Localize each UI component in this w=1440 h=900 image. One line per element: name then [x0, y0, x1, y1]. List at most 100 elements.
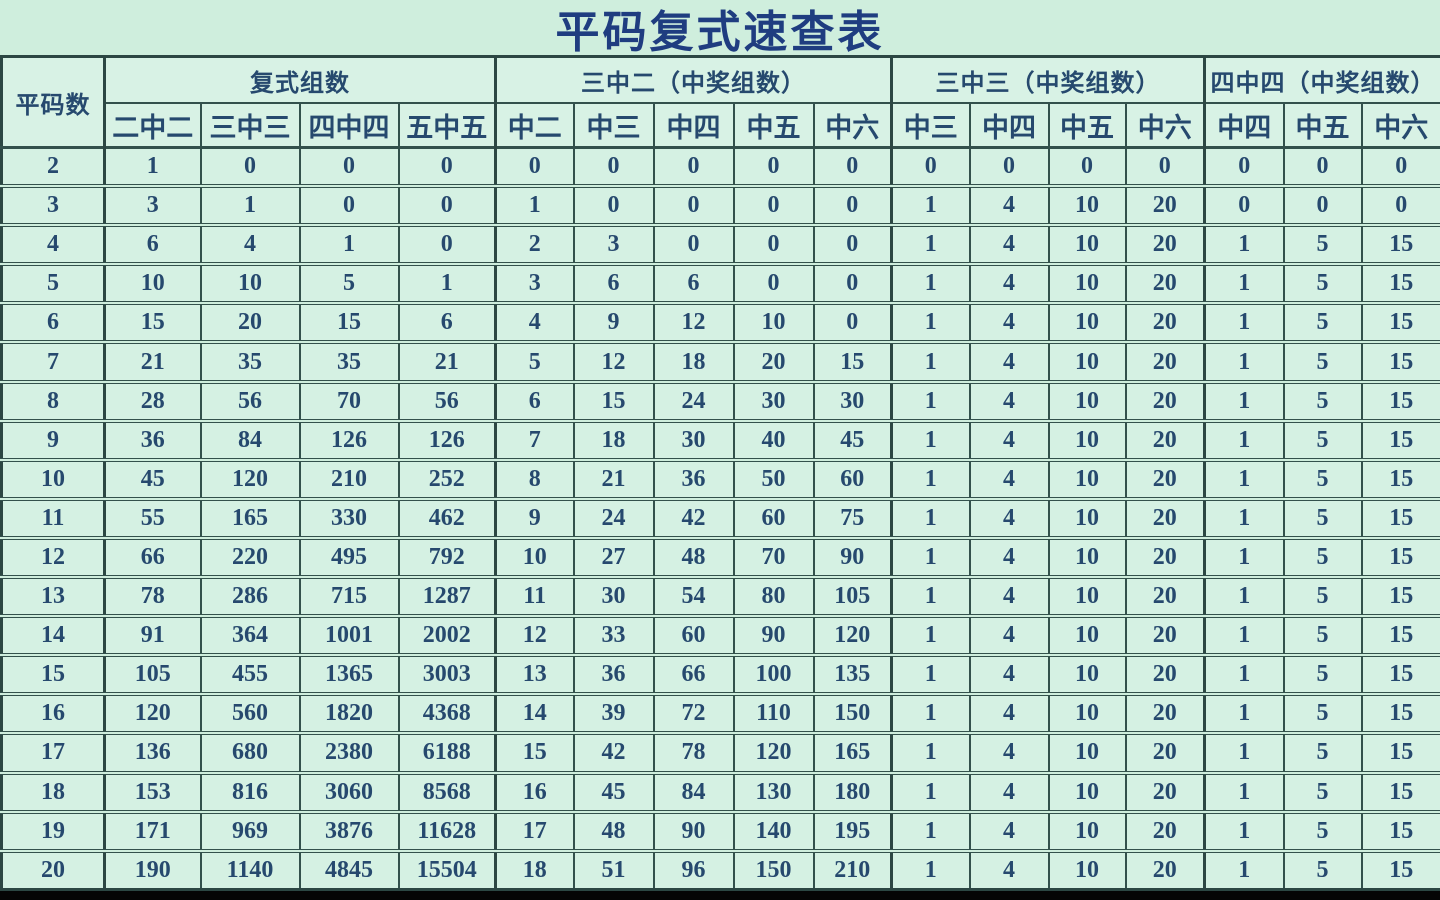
value-cell: 18 — [494, 848, 575, 891]
value-cell: 5 — [1282, 848, 1363, 891]
table-row: 10 45 120 210 252 8 21 36 50 60 1 4 10 20 1 5 15 — [0, 457, 1440, 500]
value-cell: 11628 — [397, 809, 497, 852]
value-cell: 4 — [968, 770, 1050, 813]
value-cell: 30 — [572, 575, 655, 618]
value-cell: 11 — [494, 575, 575, 618]
value-cell: 1 — [890, 575, 971, 618]
value-cell: 1 — [1203, 418, 1285, 461]
group-header: 复式组数 — [103, 55, 497, 104]
value-cell: 792 — [397, 535, 497, 579]
value-cell: 21 — [103, 340, 202, 383]
value-cell: 0 — [812, 146, 893, 188]
value-cell: 18 — [652, 340, 735, 383]
row-header-cell: 18 — [0, 770, 106, 813]
value-cell: 0 — [890, 146, 971, 188]
value-cell: 90 — [812, 535, 893, 579]
lookup-table-wrap: 平码数 复式组数 三中二（中奖组数） 三中三（中奖组数） 四中四（中奖组数） 二中二 三中… — [0, 55, 1440, 891]
value-cell: 3876 — [298, 809, 400, 852]
value-cell: 1 — [890, 535, 971, 579]
column-header: 四中四 — [298, 102, 400, 149]
value-cell: 0 — [397, 146, 497, 188]
column-header: 中五 — [1047, 102, 1127, 149]
value-cell: 4 — [968, 418, 1050, 461]
value-cell: 20 — [1124, 614, 1206, 657]
value-cell: 10 — [1047, 848, 1127, 891]
value-cell: 42 — [572, 731, 655, 774]
value-cell: 56 — [397, 379, 497, 422]
value-cell: 8 — [494, 457, 575, 500]
value-cell: 12 — [652, 301, 735, 344]
value-cell: 10 — [1047, 770, 1127, 813]
value-cell: 20 — [1124, 535, 1206, 579]
value-cell: 6 — [572, 262, 655, 305]
value-cell: 1140 — [199, 848, 301, 891]
value-cell: 0 — [652, 184, 735, 227]
value-cell: 0 — [968, 146, 1050, 188]
value-cell: 10 — [1047, 692, 1127, 735]
value-cell: 96 — [652, 848, 735, 891]
value-cell: 20 — [1124, 575, 1206, 618]
value-cell: 16 — [494, 770, 575, 813]
table-row: 3 3 1 0 0 1 0 0 0 0 1 4 10 20 0 0 0 — [0, 184, 1440, 227]
value-cell: 13 — [494, 653, 575, 696]
value-cell: 40 — [732, 418, 815, 461]
value-cell: 4 — [968, 535, 1050, 579]
value-cell: 286 — [199, 575, 301, 618]
value-cell: 20 — [1124, 184, 1206, 227]
value-cell: 42 — [652, 496, 735, 539]
value-cell: 10 — [1047, 457, 1127, 500]
column-header: 中六 — [1124, 102, 1206, 149]
value-cell: 20 — [1124, 653, 1206, 696]
value-cell: 20 — [1124, 379, 1206, 422]
value-cell: 20 — [1124, 418, 1206, 461]
value-cell: 84 — [652, 770, 735, 813]
value-cell: 1 — [1203, 809, 1285, 852]
value-cell: 75 — [812, 496, 893, 539]
value-cell: 2380 — [298, 731, 400, 774]
table-row: 11 55 165 330 462 9 24 42 60 75 1 4 10 20 1 5 15 — [0, 496, 1440, 539]
value-cell: 3003 — [397, 653, 497, 696]
value-cell: 15 — [1360, 692, 1440, 735]
value-cell: 3 — [572, 223, 655, 266]
column-header: 中四 — [968, 102, 1050, 149]
value-cell: 10 — [1047, 223, 1127, 266]
column-header: 中六 — [812, 102, 893, 149]
row-header-cell: 12 — [0, 535, 106, 579]
value-cell: 4 — [968, 809, 1050, 852]
lookup-table: 平码数 复式组数 三中二（中奖组数） 三中三（中奖组数） 四中四（中奖组数） 二中二 三中… — [0, 55, 1440, 891]
value-cell: 1 — [1203, 535, 1285, 579]
table-row: 12 66 220 495 792 10 27 48 70 90 1 4 10 20 1 5 15 — [0, 535, 1440, 579]
value-cell: 9 — [572, 301, 655, 344]
value-cell: 816 — [199, 770, 301, 813]
value-cell: 4 — [968, 848, 1050, 891]
value-cell: 1365 — [298, 653, 400, 696]
value-cell: 5 — [1282, 575, 1363, 618]
value-cell: 1 — [1203, 770, 1285, 813]
value-cell: 70 — [298, 379, 400, 422]
value-cell: 220 — [199, 535, 301, 579]
value-cell: 20 — [1124, 262, 1206, 305]
value-cell: 4 — [968, 614, 1050, 657]
value-cell: 48 — [572, 809, 655, 852]
value-cell: 8568 — [397, 770, 497, 813]
value-cell: 72 — [652, 692, 735, 735]
value-cell: 3060 — [298, 770, 400, 813]
table-row: 20 190 1140 4845 15504 18 51 96 150 210 1 4 10 20 1 5 15 — [0, 848, 1440, 891]
value-cell: 100 — [732, 653, 815, 696]
value-cell: 171 — [103, 809, 202, 852]
value-cell: 135 — [812, 653, 893, 696]
value-cell: 5 — [1282, 809, 1363, 852]
value-cell: 56 — [199, 379, 301, 422]
value-cell: 4 — [968, 653, 1050, 696]
value-cell: 6 — [652, 262, 735, 305]
value-cell: 1 — [1203, 692, 1285, 735]
value-cell: 5 — [1282, 614, 1363, 657]
value-cell: 4 — [199, 223, 301, 266]
row-header-cell: 8 — [0, 379, 106, 422]
table-row: 14 91 364 1001 2002 12 33 60 90 120 1 4 10 20 1 5 15 — [0, 614, 1440, 657]
value-cell: 10 — [1047, 653, 1127, 696]
value-cell: 0 — [1282, 184, 1363, 227]
value-cell: 1 — [103, 146, 202, 188]
value-cell: 150 — [732, 848, 815, 891]
value-cell: 45 — [103, 457, 202, 500]
